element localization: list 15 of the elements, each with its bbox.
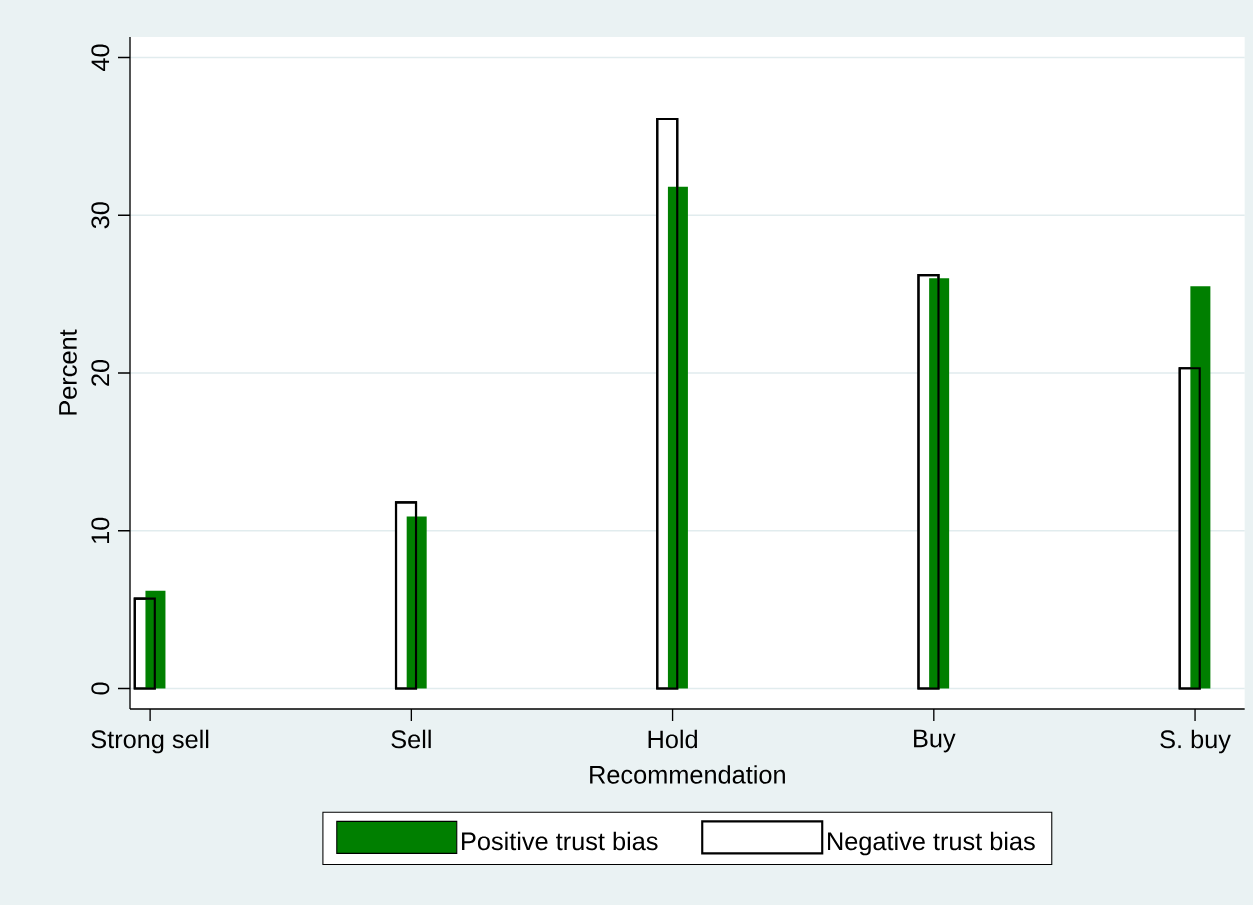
legend-label: Negative trust bias: [828, 831, 1035, 856]
bar: [1190, 286, 1211, 689]
x-tick-label: Hold: [648, 729, 697, 749]
x-tick-label: Strong sell: [91, 729, 209, 754]
y-tick-label: 30: [91, 202, 110, 229]
legend-label: Positive trust bias: [462, 831, 658, 851]
y-tick-label: 0: [91, 682, 110, 695]
x-tick-label: Sell: [391, 729, 431, 749]
y-tick-label: 40: [91, 44, 110, 71]
y-tick-label: 20: [91, 359, 110, 386]
y-tick-label: 10: [91, 517, 110, 543]
y-axis-title: Percent: [59, 329, 77, 415]
x-axis-title: Recommendation: [590, 765, 785, 784]
x-tick-label: S. buy: [1160, 729, 1231, 754]
x-tick-label: Buy: [914, 729, 956, 753]
